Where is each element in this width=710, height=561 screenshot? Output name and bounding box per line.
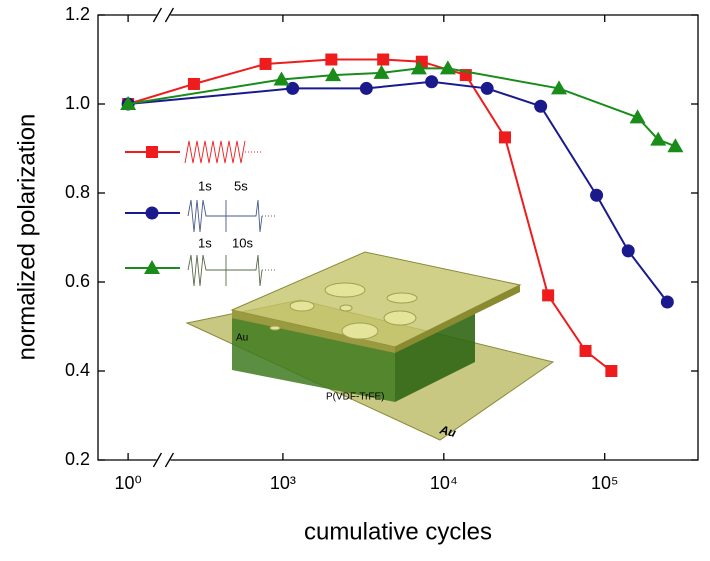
marker [551,80,568,95]
x-tick-label: 10⁵ [591,473,618,493]
marker [359,81,373,95]
marker [120,96,137,110]
y-tick-label: 0.6 [65,271,90,291]
marker [660,295,674,309]
marker [377,53,390,66]
marker [325,53,338,66]
marker [273,71,290,86]
illustration-label: Au [437,422,458,440]
marker [629,109,646,124]
y-tick-label: 0.2 [65,449,90,469]
x-tick-label: 10⁰ [114,473,141,493]
legend-annotation: 10s [232,235,253,250]
marker [439,60,456,75]
marker [590,188,604,202]
legend-annotation: 1s [198,178,212,193]
y-tick-label: 0.4 [65,360,90,380]
marker [259,57,272,70]
legend-marker [145,206,159,220]
device-illustration [185,251,555,441]
x-tick-label: 10³ [270,473,296,493]
axis-break [152,7,163,23]
x-axis-label: cumulative cycles [304,518,492,545]
illustration-label: P(VDF-TrFE) [326,392,385,403]
marker [187,77,200,90]
marker [373,64,390,79]
marker [650,131,667,146]
marker [579,344,592,357]
series-line [127,67,676,148]
legend-marker [144,260,160,274]
legend-annotation: 5s [234,178,248,193]
marker [542,289,555,302]
legend-waveforms [184,140,275,287]
legend-annotation: 1s [198,235,212,250]
marker [667,138,684,153]
x-tick-label: 10⁴ [430,473,458,493]
marker [325,67,342,82]
y-tick-label: 1.0 [65,93,90,113]
illustration-label: Au [236,333,248,344]
y-axis-label: normalized polarization [13,114,40,361]
marker [480,81,494,95]
y-tick-label: 1.2 [65,4,90,24]
marker [410,60,427,75]
axis-break [152,452,163,468]
y-tick-label: 0.8 [65,182,90,202]
marker [286,81,300,95]
marker [534,99,548,113]
marker [621,244,635,258]
axis-break [164,7,175,23]
marker [605,365,618,377]
axis-frame [97,14,699,461]
marker [425,75,439,89]
marker [498,131,511,144]
legend-marker [146,146,158,158]
axis-break [164,452,175,468]
